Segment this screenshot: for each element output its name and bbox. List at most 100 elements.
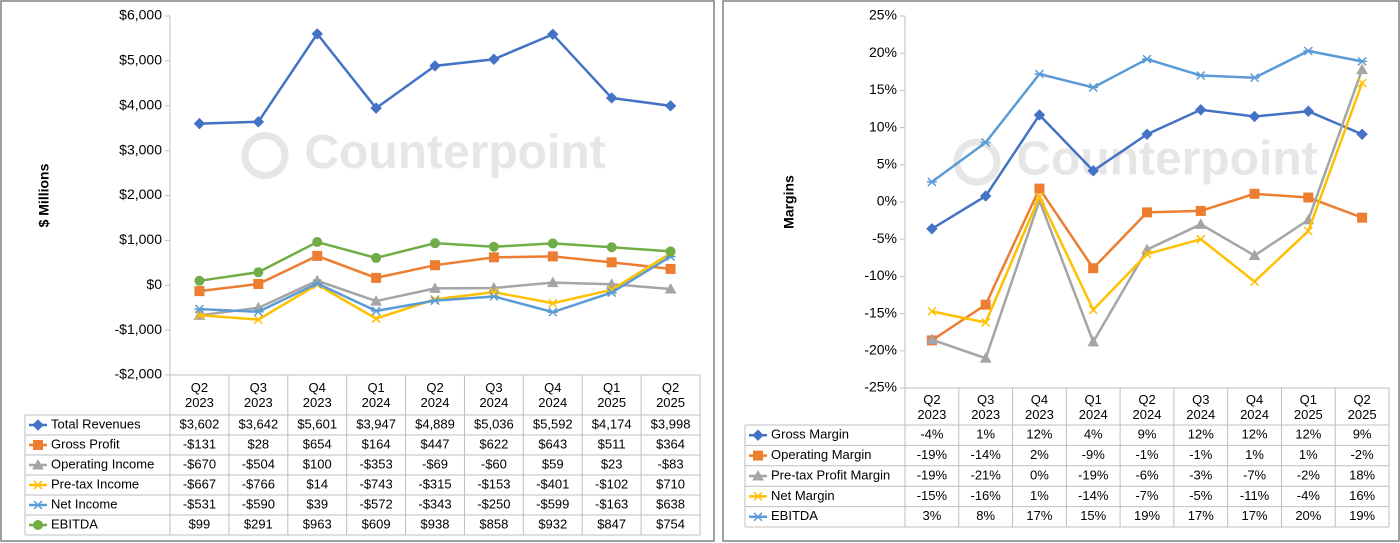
data-point (980, 299, 991, 310)
x-tick-label: Q2 2023 (184, 380, 214, 410)
data-point (606, 242, 617, 253)
margin-chart: Counterpoint Margins -25% -20% -15% -10% -5% 0%… (722, 0, 1400, 542)
table-value: -$60 (481, 456, 507, 471)
table-value: -1% (1135, 447, 1159, 462)
data-point (488, 53, 500, 65)
legend-label: Net Income (51, 496, 117, 511)
table-value: -4% (1297, 488, 1321, 503)
data-point (927, 306, 937, 316)
x-tick-label: Q1 2024 (361, 380, 391, 410)
legend-marker (752, 469, 764, 481)
legend-label: Gross Profit (51, 436, 120, 451)
table-value: $4,174 (592, 416, 632, 431)
table-value: -$315 (418, 476, 451, 491)
data-point (1357, 212, 1368, 223)
data-point (665, 263, 676, 274)
table-value: $5,036 (474, 416, 514, 431)
table-value: 16% (1349, 488, 1375, 503)
table-value: $847 (597, 516, 626, 531)
legend-label: Operating Margin (771, 447, 871, 462)
data-point (926, 177, 937, 187)
data-point (547, 307, 558, 317)
table-value: -$743 (359, 476, 392, 491)
data-point (1303, 226, 1313, 236)
data-point (193, 117, 206, 130)
table-value: 17% (1242, 508, 1268, 523)
watermark: Counterpoint (304, 126, 605, 179)
data-point (1302, 105, 1315, 117)
data-point (1088, 263, 1099, 274)
watermark-logo (241, 132, 289, 179)
table-value: $59 (542, 456, 564, 471)
data-point (1249, 73, 1260, 83)
x-tick-label: Q1 2025 (597, 380, 627, 410)
x-tick-label: Q2 2024 (1132, 391, 1162, 422)
data-point (1142, 249, 1152, 259)
data-point (1034, 192, 1044, 202)
data-point (253, 307, 264, 317)
table-value: -19% (917, 447, 948, 462)
legend-marker (32, 458, 44, 470)
data-point (488, 291, 499, 301)
table-value: 1% (1245, 447, 1264, 462)
table-value: -$504 (242, 456, 275, 471)
watermark: Counterpoint (1016, 133, 1317, 186)
table-value: $291 (244, 516, 273, 531)
data-point (1250, 277, 1260, 287)
data-point (1034, 183, 1045, 194)
data-point (979, 352, 992, 363)
table-value: -$250 (477, 496, 510, 511)
data-point (1248, 110, 1261, 123)
data-point (1248, 249, 1261, 261)
table-value: $164 (362, 436, 391, 451)
x-tick-label: Q1 2024 (1078, 391, 1108, 422)
table-value: -14% (970, 447, 1001, 462)
data-point (311, 28, 323, 40)
data-point (1088, 82, 1099, 92)
x-tick-label: Q4 2023 (1024, 391, 1054, 422)
table-value: -14% (1078, 488, 1109, 503)
table-value: 17% (1188, 508, 1214, 523)
table-value: -$102 (595, 476, 628, 491)
data-point (430, 238, 440, 249)
legend-label: Gross Margin (771, 427, 849, 442)
table-value: -$531 (183, 496, 216, 511)
table-value: 17% (1026, 508, 1052, 523)
legend-marker (33, 500, 43, 510)
data-point (1034, 69, 1045, 79)
x-tick-label: Q4 2024 (538, 380, 568, 410)
table-value: 12% (1295, 427, 1321, 442)
table-value: -7% (1243, 467, 1267, 482)
table-value: $23 (601, 456, 623, 471)
data-point (547, 238, 558, 249)
series-line (931, 82, 1364, 324)
table-value: 19% (1349, 508, 1375, 523)
legend-marker (752, 429, 764, 441)
table-value: -$343 (418, 496, 451, 511)
data-point (370, 102, 382, 114)
table-value: -11% (1240, 488, 1270, 503)
data-point (547, 251, 558, 262)
panel-border (0, 0, 715, 542)
data-point (194, 304, 205, 314)
data-point (606, 288, 617, 298)
data-point (371, 306, 382, 316)
series-line (199, 31, 671, 125)
y-tick-label: 5% (877, 156, 897, 172)
table-value: $100 (303, 456, 332, 471)
data-point (926, 333, 938, 345)
table-value: 4% (1084, 427, 1103, 442)
table-value: $622 (479, 436, 508, 451)
y-axis-label: $ Millions (36, 163, 52, 227)
table-value: $5,601 (297, 416, 337, 431)
x-tick-label: Q3 2023 (971, 391, 1001, 422)
table-value: $3,998 (651, 416, 691, 431)
table-value: $39 (306, 496, 328, 511)
legend-label: Operating Income (51, 456, 154, 471)
x-tick-label: Q3 2023 (243, 380, 273, 410)
table-value: $447 (421, 436, 450, 451)
data-point (979, 190, 992, 202)
y-tick-label: $3,000 (119, 141, 162, 157)
data-point (1142, 207, 1152, 218)
table-value: $3,642 (238, 416, 278, 431)
